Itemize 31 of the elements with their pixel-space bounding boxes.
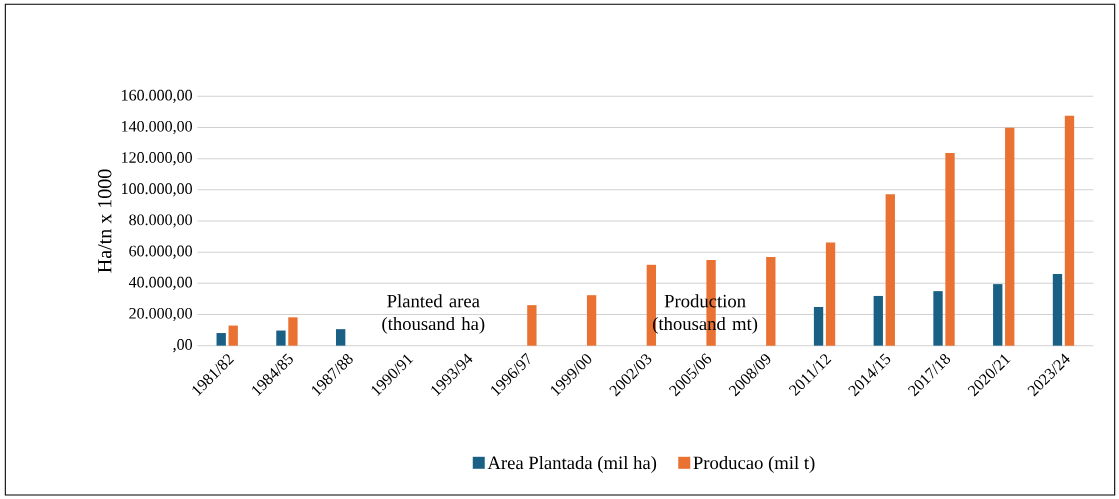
bar (276, 330, 286, 346)
bar (336, 329, 346, 346)
bar (216, 333, 226, 346)
y-tick-label: 60.000,00 (129, 245, 193, 259)
bar (873, 295, 883, 346)
y-tick-label: 160.000,00 (122, 89, 193, 103)
legend-label: Producao (mil t) (693, 455, 815, 473)
bar (586, 295, 597, 346)
y-axis-title: Ha/tn x 1000 (97, 169, 112, 273)
y-tick-label: 100.000,00 (122, 183, 193, 197)
y-tick-label: 20.000,00 (129, 307, 193, 322)
bar (993, 284, 1003, 346)
annotation: Planted area (thousand ha) (382, 294, 485, 334)
bar (933, 291, 943, 346)
legend-label: Area Plantada (mil ha) (487, 455, 657, 473)
bar (813, 307, 824, 346)
y-tick-label: 80.000,00 (129, 214, 193, 228)
bar (228, 325, 238, 346)
bar (1052, 273, 1063, 346)
bar (766, 257, 776, 346)
y-tick-label: 40.000,00 (128, 276, 193, 290)
bar (288, 317, 298, 346)
bar (945, 153, 955, 346)
bar (1064, 115, 1075, 346)
y-tick-label: 120.000,00 (122, 152, 193, 166)
bar (1005, 127, 1015, 346)
bar (885, 194, 895, 346)
y-tick-label: ,00 (173, 339, 193, 353)
bar (825, 242, 836, 346)
bar (527, 305, 537, 346)
y-tick-label: 140.000,00 (122, 120, 193, 135)
